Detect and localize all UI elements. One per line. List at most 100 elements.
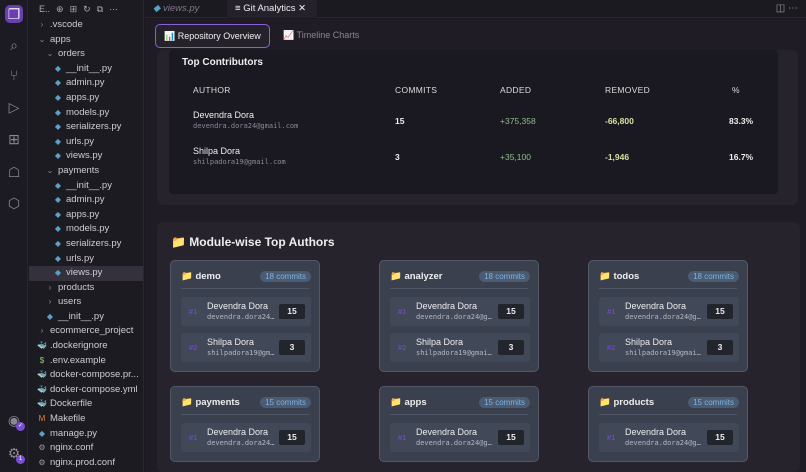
make-file-icon: M <box>38 414 46 424</box>
module-card[interactable]: 📁 apps 15 commits #1 Devendra Dora devend… <box>379 386 539 462</box>
file-tree-item[interactable]: ◆ urls.py <box>29 252 143 267</box>
gear-file-icon: ⚙ <box>38 457 46 467</box>
file-tree-item[interactable]: › users <box>29 295 143 310</box>
activity-bar: ❐ ⌕ ⑂ ▷ ⊞ ☖ ⬡ ◉ ✓ ⚙ 1 <box>0 0 28 472</box>
refresh-icon[interactable]: ↻ <box>83 3 91 14</box>
file-tree-item[interactable]: ◆ __init__.py <box>29 62 143 77</box>
docker-pink-file-icon: 🐳 <box>37 384 47 394</box>
author-name: Shilpa Dora <box>193 146 241 156</box>
file-tree-item[interactable]: ◆ manage.py <box>29 427 143 442</box>
extensions-icon[interactable]: ⊞ <box>8 131 20 147</box>
file-tree-item[interactable]: ⌄ orders <box>29 47 143 62</box>
file-tree-item[interactable]: ⚙ nginx.prod.conf <box>29 456 143 471</box>
rank: #1 <box>607 307 616 316</box>
file-tree-item[interactable]: ◆ serializers.py <box>29 120 143 135</box>
new-file-icon[interactable]: ⊕ <box>56 3 64 14</box>
py-file-icon: ◆ <box>54 136 62 146</box>
tab-views-py[interactable]: ◆ views.py <box>153 3 200 14</box>
close-tab-icon[interactable]: ✕ <box>298 3 307 14</box>
file-name: manage.py <box>50 427 98 439</box>
file-tree-item[interactable]: 🐳 docker-compose.pr... <box>29 368 143 383</box>
tab-repository-overview[interactable]: 📊 Repository Overview <box>155 24 270 48</box>
file-name: __init__.py <box>58 310 104 322</box>
source-control-icon[interactable]: ⑂ <box>9 67 19 83</box>
removed-cell: -66,800 <box>605 116 634 126</box>
file-name: nginx.prod.conf <box>50 456 115 468</box>
author-commits: 15 <box>707 304 733 319</box>
author-commits: 3 <box>279 340 305 355</box>
author-row: #2 Shilpa Dora shilpadora19@gmail.com 3 <box>390 333 530 362</box>
file-tree-item[interactable]: ◆ __init__.py <box>29 310 143 325</box>
more-icon[interactable]: ⋯ <box>109 3 119 14</box>
module-name: 📁 todos <box>599 271 640 282</box>
collapse-icon[interactable]: ⧉ <box>96 3 104 14</box>
gear-file-icon: ⚙ <box>38 443 46 453</box>
file-tree-item[interactable]: › ecommerce_project <box>29 324 143 339</box>
module-card[interactable]: 📁 payments 15 commits #1 Devendra Dora de… <box>170 386 320 462</box>
author-name: Shilpa Dora <box>207 337 255 347</box>
file-tree-item[interactable]: ⚙ nginx.conf <box>29 441 143 456</box>
file-tree-item[interactable]: › products <box>29 281 143 296</box>
file-tree-item[interactable]: ◆ admin.py <box>29 193 143 208</box>
file-tree-item[interactable]: ◆ admin.py <box>29 76 143 91</box>
file-tree-item[interactable]: $ .env.example <box>29 354 143 369</box>
file-tree-item[interactable]: ⌄ apps <box>29 33 143 48</box>
settings-gear-icon[interactable]: ⚙ 1 <box>5 444 25 464</box>
tab-timeline-charts[interactable]: 📈 Timeline Charts <box>283 30 360 40</box>
author-name: Devendra Dora <box>625 427 687 437</box>
file-tree-item[interactable]: ◆ __init__.py <box>29 179 143 194</box>
py-file-icon: ◆ <box>54 107 62 117</box>
file-tree: › .vscode ⌄ apps ⌄ orders ◆ __init__.py ◆ admin.p… <box>29 18 143 470</box>
column-header: % <box>732 85 740 95</box>
added-cell: +375,358 <box>500 116 536 126</box>
new-folder-icon[interactable]: ⊞ <box>69 3 78 14</box>
module-card[interactable]: 📁 products 15 commits #1 Devendra Dora de… <box>588 386 748 462</box>
tab-git-analytics[interactable]: ≡ Git Analytics ✕ <box>227 0 317 18</box>
py-file-icon: ◆ <box>54 238 62 248</box>
module-card[interactable]: 📁 demo 18 commits #1 Devendra Dora devend… <box>170 260 320 372</box>
commits-badge: 15 commits <box>688 397 739 408</box>
author-row: #1 Devendra Dora devendra.dora24@gmail.co… <box>599 423 739 452</box>
explorer-title: E.. <box>39 4 51 14</box>
author-row: #1 Devendra Dora devendra.dora24@gmail.co… <box>390 297 530 326</box>
chevron-right-icon: › <box>48 297 52 307</box>
module-authors-section: 📁 Module-wise Top Authors 📁 demo 18 comm… <box>157 222 800 472</box>
file-name: docker-compose.pr... <box>50 369 139 381</box>
file-name: admin.py <box>66 194 105 206</box>
module-card[interactable]: 📁 todos 18 commits #1 Devendra Dora deven… <box>588 260 748 372</box>
git-analytics-icon[interactable]: ⬡ <box>7 195 21 211</box>
author-row: #2 Shilpa Dora shilpadora19@gmail.com 3 <box>181 333 311 362</box>
file-tree-item[interactable]: 🐳 Dockerfile <box>29 397 143 412</box>
file-tree-item[interactable]: › .vscode <box>29 18 143 33</box>
account-icon[interactable]: ◉ ✓ <box>7 412 25 431</box>
author-email: shilpadora19@gmail.com <box>193 158 286 166</box>
file-tree-item[interactable]: 🐳 .dockerignore <box>29 339 143 354</box>
py-file-icon: ◆ <box>54 253 62 263</box>
file-tree-item[interactable]: M Makefile <box>29 412 143 427</box>
ghost-icon[interactable]: ☖ <box>7 164 21 180</box>
file-tree-item[interactable]: ◆ apps.py <box>29 208 143 223</box>
top-contributors: Top Contributors AUTHOR COMMITS ADDED RE… <box>169 50 778 194</box>
file-name: views.py <box>66 150 103 162</box>
file-tree-item[interactable]: ⌄ payments <box>29 164 143 179</box>
author-email: devendra.dora24@gmail.com <box>625 439 703 447</box>
split-editor-icon[interactable]: ◫ ⋯ <box>775 3 798 14</box>
file-name: docker-compose.yml <box>50 383 138 395</box>
file-tree-item[interactable]: ◆ models.py <box>29 222 143 237</box>
author-row: #2 Shilpa Dora shilpadora19@gmail.com 3 <box>599 333 739 362</box>
file-name: serializers.py <box>66 237 122 249</box>
file-tree-item[interactable]: 🐳 docker-compose.yml <box>29 383 143 398</box>
file-tree-item[interactable]: ◆ models.py <box>29 106 143 121</box>
run-debug-icon[interactable]: ▷ <box>8 99 20 115</box>
file-name: __init__.py <box>66 62 112 74</box>
file-tree-item[interactable]: ◆ apps.py <box>29 91 143 106</box>
module-card[interactable]: 📁 analyzer 18 commits #1 Devendra Dora de… <box>379 260 539 372</box>
commits-badge: 15 commits <box>260 397 311 408</box>
file-tree-item[interactable]: ◆ urls.py <box>29 135 143 150</box>
file-tree-item[interactable]: ◆ serializers.py <box>29 237 143 252</box>
added-cell: +35,100 <box>500 152 531 162</box>
file-tree-item[interactable]: ◆ views.py <box>29 266 143 281</box>
search-icon[interactable]: ⌕ <box>10 37 18 53</box>
file-tree-item[interactable]: ◆ views.py <box>29 149 143 164</box>
app-logo-icon[interactable]: ❐ <box>5 5 23 23</box>
